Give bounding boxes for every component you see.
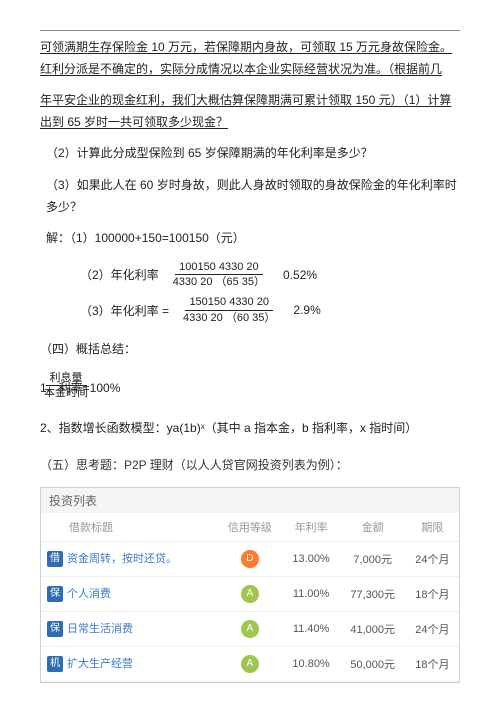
table-row[interactable]: 保日常生活消费 A 11.40%41,000元24个月	[41, 611, 459, 646]
row-grade-cell: D	[217, 541, 282, 576]
row-grade-cell: A	[217, 611, 282, 646]
para-2-text: 年平安企业的现金红利，我们大概估算保障期满可累计领取 150 元）（1）计算出到…	[40, 93, 451, 129]
para-2: 年平安企业的现金红利，我们大概估算保障期满可累计领取 150 元）（1）计算出到…	[40, 90, 460, 133]
solution-2: （2）年化利率 100150 4330 20 4330 20 （65 35） 0…	[80, 260, 460, 290]
grade-badge: A	[241, 620, 259, 638]
solution-2-den: 4330 20 （65 35）	[169, 275, 269, 289]
th-term: 期限	[406, 513, 459, 542]
table-header-row: 借款标题 信用等级 年利率 金额 期限	[41, 513, 459, 542]
row-type-icon: 机	[47, 656, 63, 672]
row-amount: 41,000元	[340, 611, 406, 646]
th-amount: 金额	[340, 513, 406, 542]
question-3: （3）如果此人在 60 岁时身故，则此人身故时领取的身故保险金的年化利率时多少？	[40, 175, 460, 218]
grade-badge: D	[241, 550, 259, 568]
solution-3-num: 150150 4330 20	[185, 295, 273, 310]
row-type-icon: 保	[47, 621, 63, 637]
row-term: 18个月	[406, 576, 459, 611]
row-grade-cell: A	[217, 646, 282, 681]
row-title: 资金周转，按时还贷。	[67, 553, 177, 565]
row-title: 日常生活消费	[67, 623, 133, 635]
table-row[interactable]: 机扩大生产经营 A 10.80%50,000元18个月	[41, 646, 459, 681]
row-term: 18个月	[406, 646, 459, 681]
row-amount: 50,000元	[340, 646, 406, 681]
solution-2-label: （2）年化利率	[80, 266, 159, 283]
row-rate: 11.00%	[283, 576, 340, 611]
summary-1-num: 利息量	[46, 371, 87, 386]
para-1-text: 可领满期生存保险金 10 万元，若保障期内身故，可领取 15 万元身故保险金。红…	[40, 40, 452, 76]
row-term: 24个月	[406, 611, 459, 646]
row-title: 个人消费	[67, 588, 111, 600]
th-title: 借款标题	[41, 513, 217, 542]
row-title-cell[interactable]: 保日常生活消费	[41, 611, 217, 646]
table-row[interactable]: 借资金周转，按时还贷。 D 13.00%7,000元24个月	[41, 541, 459, 576]
investment-table-title: 投资列表	[41, 488, 459, 513]
grade-badge: A	[241, 655, 259, 673]
solution-2-value: 0.52%	[283, 268, 317, 282]
solution-1: 解：（1）100000+150=100150（元）	[40, 228, 460, 250]
summary-1-fraction: 利息量 本金时间	[40, 371, 92, 401]
solution-3-label: （3）年化利率 =	[80, 302, 169, 319]
solution-3-fraction: 150150 4330 20 4330 20 （60 35）	[179, 295, 279, 325]
solution-3-value: 2.9%	[293, 303, 320, 317]
row-term: 24个月	[406, 541, 459, 576]
summary-1-prefix: 1、利率=100%	[40, 378, 460, 400]
row-rate: 13.00%	[283, 541, 340, 576]
summary-1-den: 本金时间	[40, 386, 92, 400]
row-type-icon: 保	[47, 586, 63, 602]
summary-item-2: 2、指数增长函数模型：ya(1b)ˣ（其中 a 指本金，b 指利率，x 指时间）	[40, 418, 460, 440]
row-grade-cell: A	[217, 576, 282, 611]
row-title-cell[interactable]: 借资金周转，按时还贷。	[41, 541, 217, 576]
row-amount: 77,300元	[340, 576, 406, 611]
th-grade: 信用等级	[217, 513, 282, 542]
row-rate: 10.80%	[283, 646, 340, 681]
solution-3: （3）年化利率 = 150150 4330 20 4330 20 （60 35）…	[80, 295, 460, 325]
solution-3-den: 4330 20 （60 35）	[179, 311, 279, 325]
row-title-cell[interactable]: 机扩大生产经营	[41, 646, 217, 681]
investment-table-wrap: 投资列表 借款标题 信用等级 年利率 金额 期限 借资金周转，按时还贷。 D 13.…	[40, 487, 460, 683]
top-rule	[40, 30, 460, 31]
section-4-title: （四）概括总结：	[40, 339, 460, 361]
section-5-title: （五）思考题：P2P 理财（以人人贷官网投资列表为例）：	[40, 455, 460, 477]
row-title-cell[interactable]: 保个人消费	[41, 576, 217, 611]
solution-2-fraction: 100150 4330 20 4330 20 （65 35）	[169, 260, 269, 290]
table-row[interactable]: 保个人消费 A 11.00%77,300元18个月	[41, 576, 459, 611]
question-2: （2）计算此分成型保险到 65 岁保障期满的年化利率是多少？	[40, 143, 460, 165]
row-amount: 7,000元	[340, 541, 406, 576]
grade-badge: A	[241, 585, 259, 603]
investment-table: 借款标题 信用等级 年利率 金额 期限 借资金周转，按时还贷。 D 13.00%7,…	[41, 513, 459, 682]
page: 可领满期生存保险金 10 万元，若保障期内身故，可领取 15 万元身故保险金。红…	[0, 0, 500, 705]
row-rate: 11.40%	[283, 611, 340, 646]
solution-2-num: 100150 4330 20	[175, 260, 263, 275]
row-title: 扩大生产经营	[67, 658, 133, 670]
row-type-icon: 借	[47, 551, 63, 567]
para-1: 可领满期生存保险金 10 万元，若保障期内身故，可领取 15 万元身故保险金。红…	[40, 37, 460, 80]
th-rate: 年利率	[283, 513, 340, 542]
